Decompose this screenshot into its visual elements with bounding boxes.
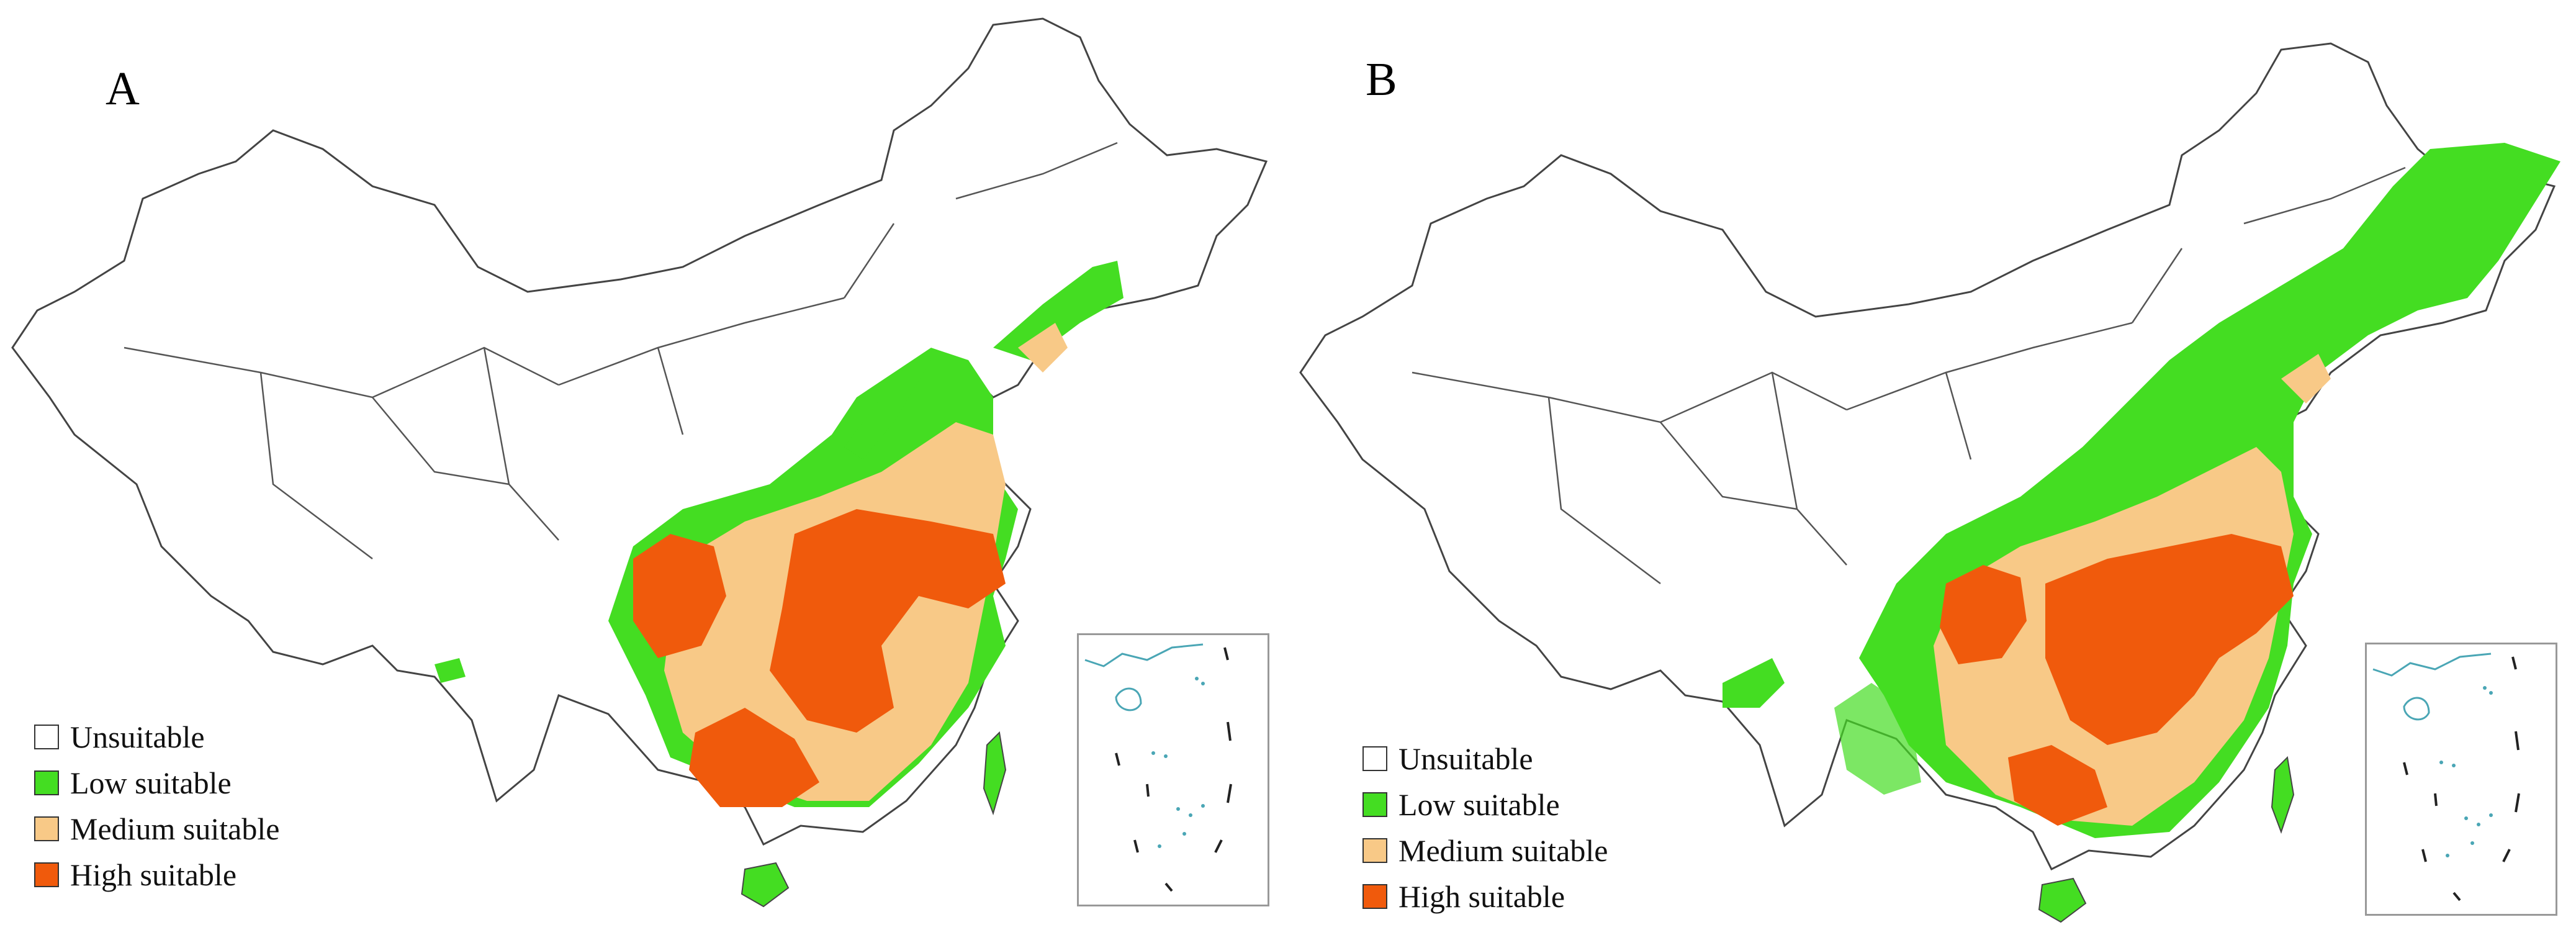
- low-suitable-northeast: [993, 261, 1124, 360]
- legend-swatch: [1362, 838, 1387, 863]
- medium-suitable-liaodong: [1018, 323, 1068, 373]
- legend-label: Medium suitable: [70, 811, 280, 846]
- legend-label: High suitable: [70, 857, 237, 892]
- legend-item: Low suitable: [34, 760, 279, 806]
- legend-item: Unsuitable: [34, 714, 279, 760]
- high-suitable-south: [2008, 745, 2107, 826]
- legend-swatch: [1362, 746, 1387, 771]
- legend-item: Medium suitable: [1362, 828, 1608, 874]
- medium-suitable-liaodong: [2281, 354, 2331, 404]
- legend-swatch: [34, 725, 59, 749]
- low-suitable-tibet: [1723, 658, 1785, 708]
- legend-item: High suitable: [1362, 874, 1608, 919]
- high-suitable-sichuan: [1940, 565, 2027, 664]
- map-panel-a: A Unsuitable Low suitable Medium suitabl…: [11, 17, 1269, 908]
- legend-b: Unsuitable Low suitable Medium suitable …: [1362, 736, 1608, 919]
- south-china-sea-inset-a: [1077, 633, 1269, 906]
- inset-map-b: [2372, 653, 2520, 901]
- legend-label: Low suitable: [70, 766, 232, 800]
- legend-swatch: [34, 862, 59, 887]
- panel-label-b: B: [1366, 53, 1397, 106]
- legend-swatch: [1362, 884, 1387, 909]
- low-suitable-north-strip: [844, 360, 931, 459]
- legend-item: High suitable: [34, 852, 279, 898]
- high-suitable-central: [2045, 534, 2294, 745]
- legend-label: High suitable: [1398, 879, 1565, 914]
- tibet-patch: [435, 658, 466, 683]
- taiwan-island: [983, 731, 1007, 816]
- china-suitability-map-b: [1299, 42, 2560, 923]
- legend-item: Low suitable: [1362, 782, 1608, 828]
- high-suitable-south: [689, 708, 819, 807]
- province-borders: [1412, 166, 2406, 584]
- legend-a: Unsuitable Low suitable Medium suitable …: [34, 714, 279, 898]
- legend-item: Unsuitable: [1362, 736, 1608, 782]
- legend-label: Medium suitable: [1398, 833, 1608, 868]
- high-suitable-sichuan: [633, 534, 726, 658]
- low-suitable-southwest: [1834, 683, 1921, 795]
- legend-label: Unsuitable: [1398, 741, 1533, 776]
- china-suitability-map-a: [11, 17, 1268, 908]
- legend-swatch: [1362, 792, 1387, 817]
- taiwan-island: [2271, 756, 2295, 834]
- legend-item: Medium suitable: [34, 806, 279, 852]
- map-panel-b: B Unsuitable Low suitable Medium suitabl…: [1288, 0, 2576, 935]
- high-suitable-central: [770, 509, 1006, 733]
- legend-label: Low suitable: [1398, 787, 1560, 822]
- legend-label: Unsuitable: [70, 720, 205, 754]
- hainan-island: [2038, 877, 2087, 923]
- province-borders: [124, 142, 1118, 559]
- hainan-island: [741, 862, 790, 908]
- legend-swatch: [34, 770, 59, 795]
- south-china-sea-inset-b: [2365, 643, 2557, 916]
- inset-map-a: [1084, 643, 1232, 892]
- legend-swatch: [34, 816, 59, 841]
- panel-label-a: A: [106, 63, 140, 115]
